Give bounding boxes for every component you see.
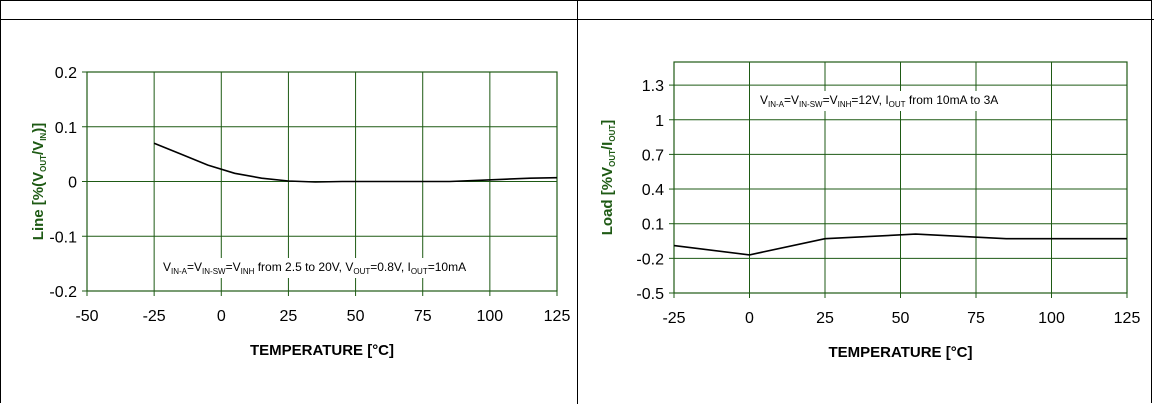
- x-tick-label: 25: [280, 308, 298, 325]
- y-tick-label: 1: [655, 113, 664, 130]
- x-tick-label: -50: [75, 308, 98, 325]
- x-tick-label: 50: [347, 308, 365, 325]
- x-tick-label: 75: [967, 310, 985, 327]
- x-tick-label: 100: [1038, 310, 1065, 327]
- y-tick-label: 0.2: [55, 65, 77, 82]
- y-tick-label: 0.7: [642, 147, 664, 164]
- y-tick-label: 0.1: [642, 217, 664, 234]
- y-tick-label: 1.3: [642, 78, 664, 95]
- x-tick-label: 0: [745, 310, 754, 327]
- y-tick-label: 0.4: [642, 182, 664, 199]
- load-regulation-chart: -25 0 25 50 75 100 125 -0.5 -0.2 0.1 0.4 0.7 1 1.3 VI…: [599, 61, 1140, 361]
- chart0-x-axis-title: TEMPERATURE [°C]: [250, 342, 394, 359]
- line-regulation-chart: -50 -25 0 25 50 75 100 125 -0.2 -0.1 0 0.1 0.2 VIN-A…: [30, 65, 570, 359]
- y-tick-label: -0.2: [636, 251, 664, 268]
- x-tick-label: 100: [477, 308, 504, 325]
- chart1-annotation-box: [756, 91, 1003, 111]
- y-tick-label: -0.2: [49, 284, 77, 301]
- x-tick-label: 75: [414, 308, 432, 325]
- chart0-series-line: [153, 142, 558, 183]
- chart0-ticks: -50 -25 0 25 50 75 100 125 -0.2 -0.1 0 0.1 0.2: [49, 65, 570, 325]
- panel-divider: [577, 0, 578, 404]
- x-tick-label: 25: [816, 310, 834, 327]
- chart1-series-line: [673, 233, 1127, 256]
- x-tick-label: 50: [892, 310, 910, 327]
- chart0-y-axis-title: Line [%(VOUT/VIN)]: [30, 123, 48, 240]
- chart0-annotation-box: [159, 258, 471, 278]
- chart1-annotation: VIN-A=VIN-SW=VINH=12V, IOUT from 10mA to…: [760, 93, 998, 109]
- chart1-ticks: -25 0 25 50 75 100 125 -0.5 -0.2 0.1 0.4 0.7 1 1.3: [636, 78, 1140, 327]
- y-tick-label: 0.1: [55, 120, 77, 137]
- x-tick-label: -25: [662, 310, 685, 327]
- x-tick-label: 125: [1114, 310, 1141, 327]
- y-tick-label: -0.1: [49, 229, 77, 246]
- chart1-x-axis-title: TEMPERATURE [°C]: [828, 344, 972, 361]
- x-tick-label: 0: [217, 308, 226, 325]
- x-tick-label: 125: [544, 308, 571, 325]
- y-tick-label: 0: [68, 175, 77, 192]
- chart0-annotation: VIN-A=VIN-SW=VINH from 2.5 to 20V, VOUT=…: [163, 260, 466, 276]
- y-tick-label: -0.5: [636, 286, 664, 303]
- chart1-y-axis-title: Load [%VOUT/IOUT]: [599, 120, 617, 235]
- x-tick-label: -25: [143, 308, 166, 325]
